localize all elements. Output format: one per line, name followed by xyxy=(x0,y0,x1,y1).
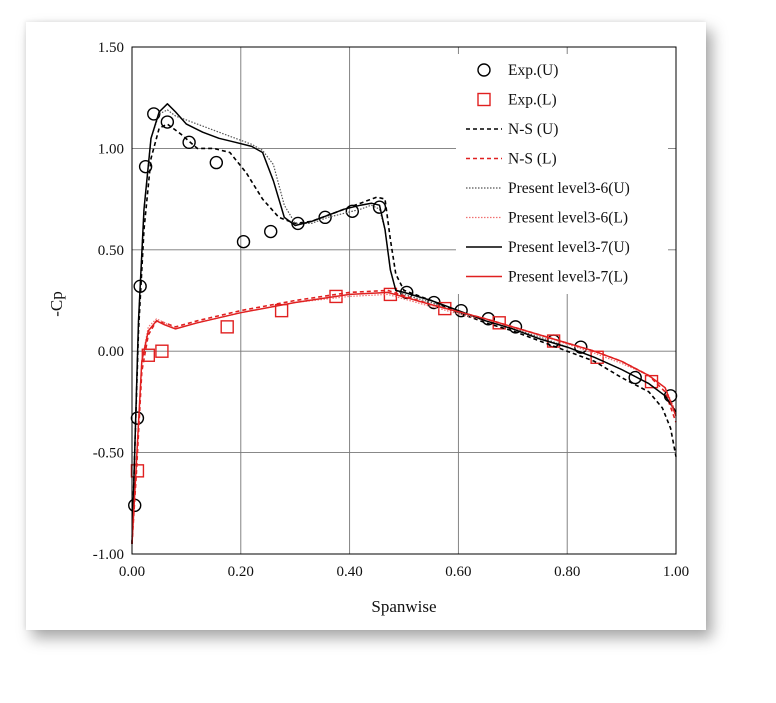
legend-item: N-S (U) xyxy=(466,121,558,138)
data-point xyxy=(220,320,234,334)
data-point xyxy=(372,200,387,214)
y-tick-label: -1.00 xyxy=(93,547,124,563)
legend-item: Present level3-6(L) xyxy=(466,210,628,227)
series-layer xyxy=(128,103,678,544)
y-tick-label: -0.50 xyxy=(93,446,124,462)
data-point xyxy=(141,348,156,362)
legend-background xyxy=(456,54,668,294)
x-tick-label: 0.40 xyxy=(336,564,362,580)
legend-label: Present level3-6(U) xyxy=(508,180,630,197)
data-point xyxy=(160,115,175,129)
series-6 xyxy=(131,103,677,544)
tick-labels: 0.00 0.20 0.40 0.60 0.80 1.00 1.50 1.00 0.50 0.00… xyxy=(93,40,689,580)
legend-item: Present level3-6(U) xyxy=(466,180,630,197)
series-line xyxy=(131,291,677,544)
data-point xyxy=(628,370,642,385)
y-tick-label: 1.00 xyxy=(98,141,124,157)
legend-item: N-S (L) xyxy=(466,151,557,168)
legend-label: Present level3-7(U) xyxy=(508,239,630,256)
legend-label: Exp.(U) xyxy=(508,62,558,79)
legend-label: Present level3-6(L) xyxy=(508,210,628,227)
plot-frame xyxy=(131,46,677,555)
legend-item: Present level3-7(L) xyxy=(466,269,628,286)
data-point xyxy=(329,289,343,304)
x-tick-label: 0.80 xyxy=(554,564,580,580)
x-tick-label: 0.60 xyxy=(445,564,471,580)
y-tick-label: 0.50 xyxy=(98,243,124,259)
data-point xyxy=(508,320,523,334)
data-point xyxy=(209,155,224,170)
data-point xyxy=(318,210,332,225)
y-axis-title: -Cp xyxy=(47,291,66,317)
y-tick-label: 0.00 xyxy=(98,344,124,360)
legend-item: Exp.(U) xyxy=(477,62,558,79)
data-point xyxy=(345,204,360,218)
legend-marker xyxy=(477,63,491,77)
figure-card: 0.00 0.20 0.40 0.60 0.80 1.00 1.50 1.00 0.50 0.00… xyxy=(26,22,706,630)
legend-label: N-S (L) xyxy=(508,151,557,168)
legend-label: Exp.(L) xyxy=(508,92,557,109)
legend-label: N-S (U) xyxy=(508,121,558,138)
data-point xyxy=(590,350,604,364)
x-tick-label: 1.00 xyxy=(663,564,689,580)
legend-label: Present level3-7(L) xyxy=(508,269,628,286)
data-point xyxy=(138,159,153,174)
data-point xyxy=(236,234,251,249)
data-point xyxy=(264,224,278,239)
legend-item: Present level3-7(U) xyxy=(466,239,630,256)
x-axis-title: Spanwise xyxy=(371,597,436,616)
data-point xyxy=(130,411,145,425)
legend: Exp.(U) Exp.(L) N-S (U) N-S (L) Present leve… xyxy=(456,54,668,294)
series-line xyxy=(131,103,677,544)
series-7 xyxy=(131,291,677,544)
x-tick-label: 0.20 xyxy=(228,564,254,580)
data-point xyxy=(155,344,169,358)
x-tick-label: 0.00 xyxy=(119,564,145,580)
legend-item: Exp.(L) xyxy=(477,92,557,109)
y-tick-label: 1.50 xyxy=(98,40,124,56)
series-line xyxy=(131,293,677,544)
series-5 xyxy=(131,293,677,544)
data-point xyxy=(182,135,196,150)
legend-marker xyxy=(477,92,491,107)
chart: 0.00 0.20 0.40 0.60 0.80 1.00 1.50 1.00 0.50 0.00… xyxy=(47,40,689,616)
